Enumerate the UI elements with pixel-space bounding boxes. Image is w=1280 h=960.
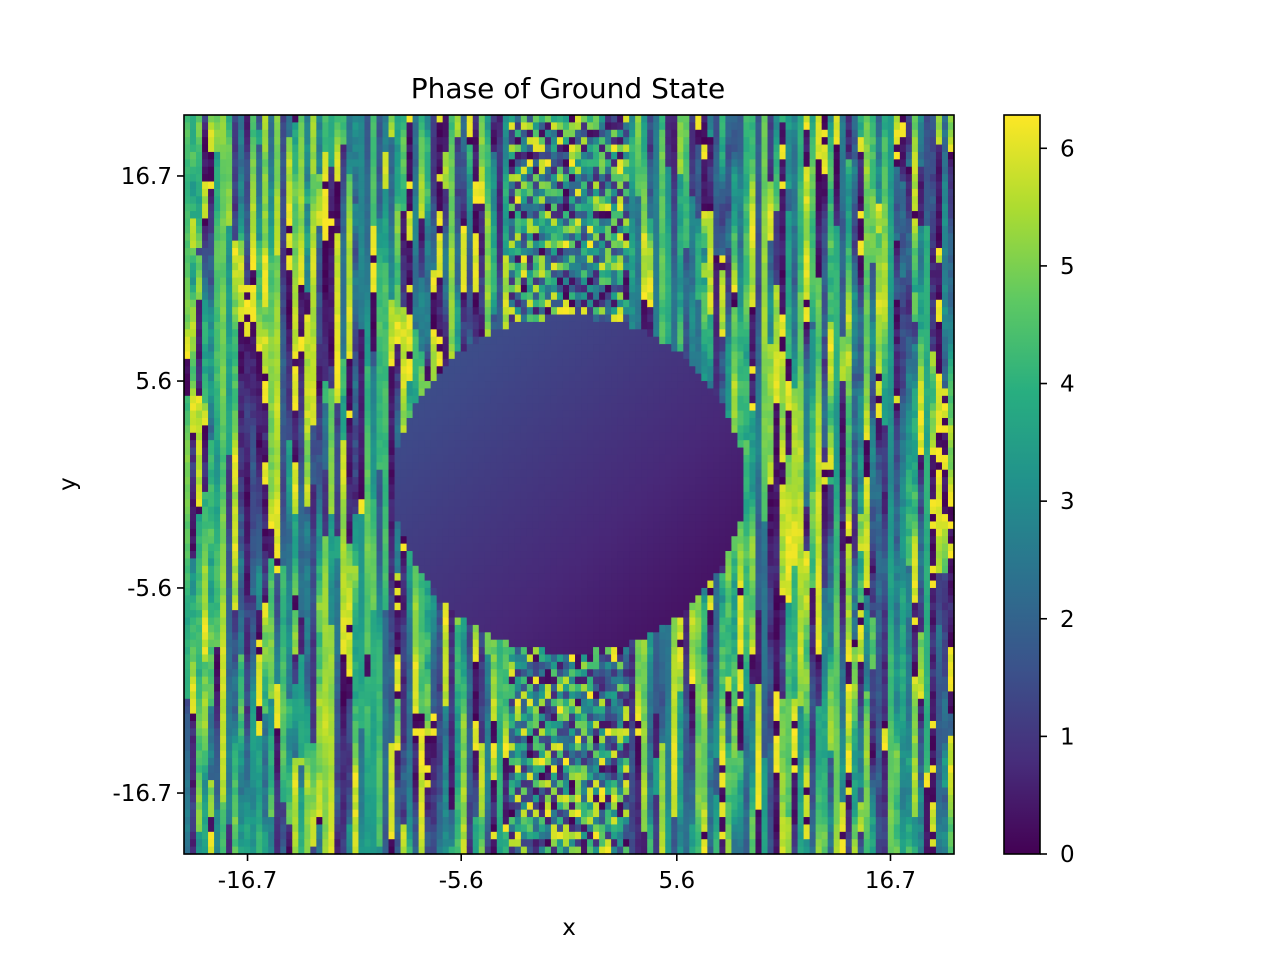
colorbar-tick-label: 2 xyxy=(1060,607,1075,633)
x-axis: -16.7 -5.6 5.6 16.7 xyxy=(218,854,916,894)
x-tick-label: -16.7 xyxy=(218,868,278,894)
chart-title: Phase of Ground State xyxy=(411,72,725,105)
x-tick-label: 5.6 xyxy=(659,868,696,894)
colorbar-tick-label: 0 xyxy=(1060,842,1075,868)
colorbar-tick-label: 4 xyxy=(1060,372,1075,398)
colorbar: 0 1 2 3 4 5 6 xyxy=(1003,114,1075,868)
y-axis: 16.7 5.6 -5.6 -16.7 xyxy=(112,164,184,807)
colorbar-tick-label: 1 xyxy=(1060,724,1075,750)
colorbar-tick-label: 3 xyxy=(1060,489,1075,515)
y-tick-label: 16.7 xyxy=(121,164,172,190)
colorbar-tick-label: 6 xyxy=(1060,136,1075,162)
y-tick-label: -5.6 xyxy=(127,576,172,602)
phase-heatmap xyxy=(184,115,955,855)
colorbar-ticks: 0 1 2 3 4 5 6 xyxy=(1040,136,1075,868)
colorbar-gradient xyxy=(1004,115,1040,854)
x-axis-label: x xyxy=(562,915,576,941)
y-tick-label: -16.7 xyxy=(112,781,172,807)
colorbar-frame xyxy=(1003,114,1041,855)
plot-frame xyxy=(183,114,955,855)
colorbar-tick-label: 5 xyxy=(1060,254,1075,280)
y-axis-label: y xyxy=(55,477,81,491)
x-tick-label: -5.6 xyxy=(439,868,484,894)
x-tick-label: 16.7 xyxy=(865,868,916,894)
y-tick-label: 5.6 xyxy=(135,369,172,395)
